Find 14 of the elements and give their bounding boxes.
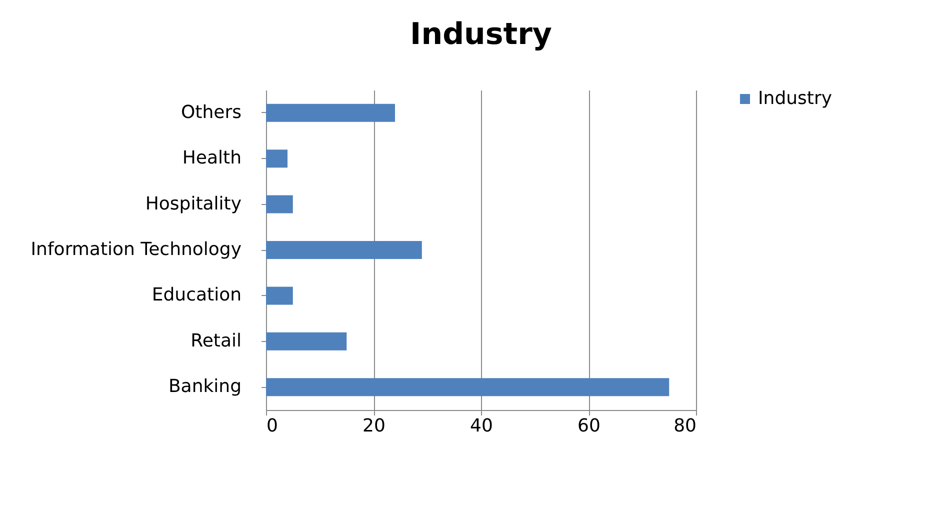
x-tick-label: 0: [266, 416, 278, 436]
y-tick-label: Hospitality: [145, 193, 242, 214]
y-tick-label: Education: [152, 284, 242, 306]
y-tick-label: Others: [181, 102, 242, 123]
chart-title: Industry: [410, 17, 552, 52]
x-tick-label: 40: [470, 416, 493, 436]
y-tick-label: Retail: [190, 330, 242, 352]
x-tick-label: 80: [674, 416, 696, 436]
y-tick-label: Information Technology: [30, 239, 242, 260]
x-tick-label: 60: [578, 416, 600, 436]
y-tick-label: Banking: [168, 376, 242, 398]
legend-label: Industry: [758, 88, 832, 109]
x-tick-label: 20: [362, 416, 386, 436]
y-tick-label: Health: [182, 148, 242, 169]
